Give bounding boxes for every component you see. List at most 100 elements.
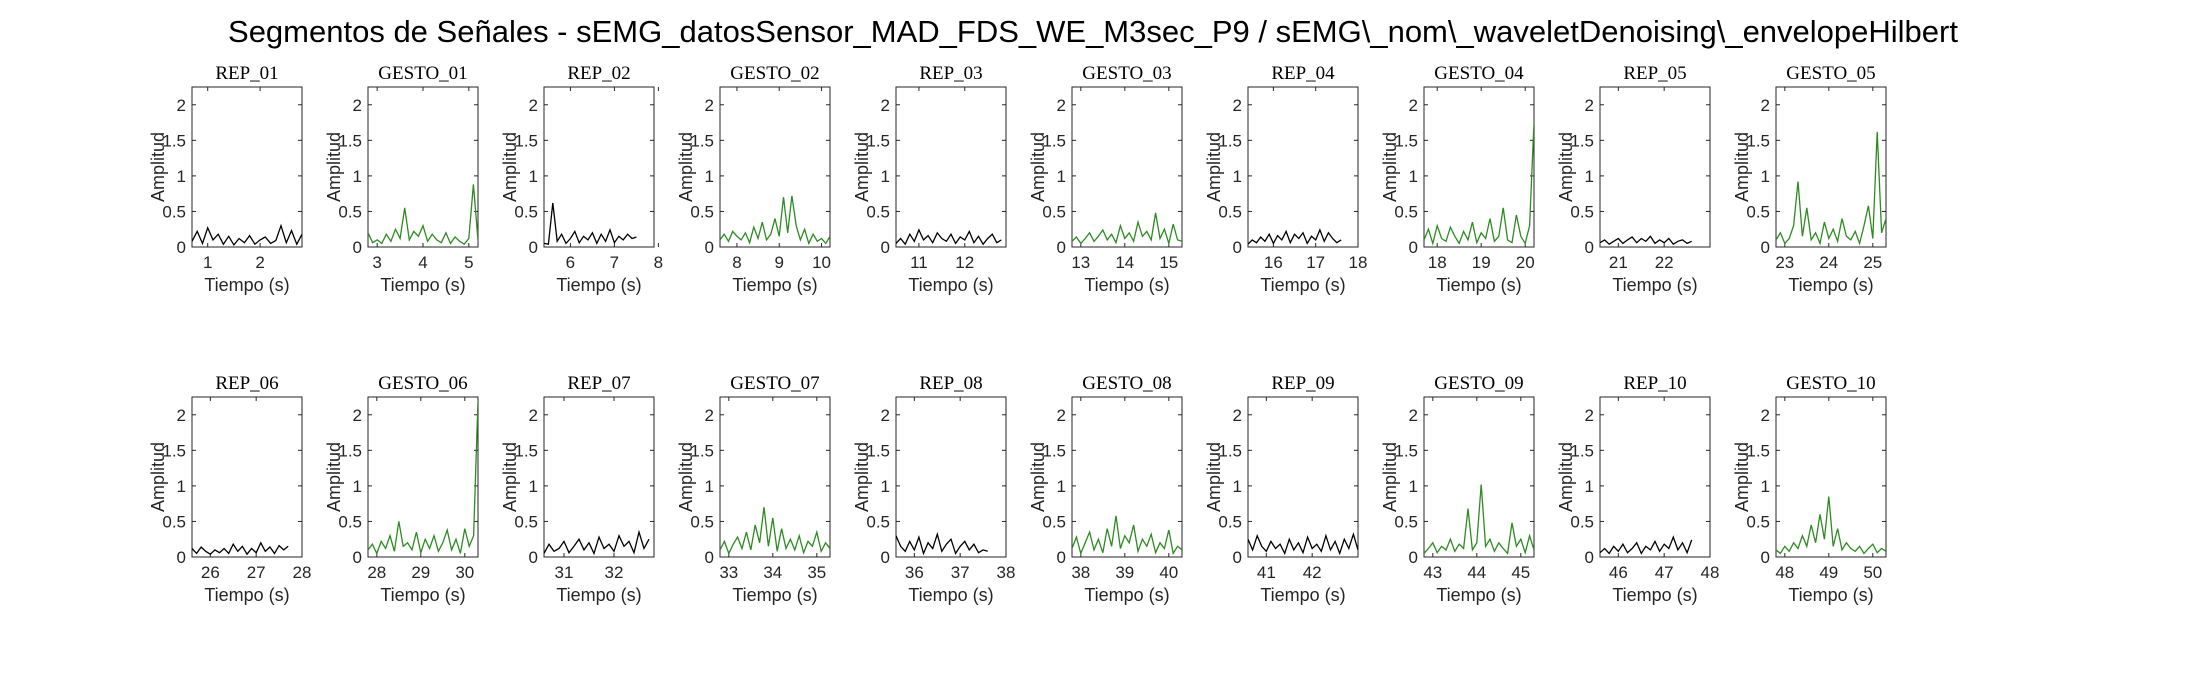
subplot-title: GESTO_09 bbox=[1434, 373, 1523, 394]
x-tick-label: 25 bbox=[1863, 253, 1882, 272]
series-line bbox=[896, 228, 1002, 246]
y-axis-label: Amplitud bbox=[324, 132, 344, 202]
subplot-gesto-10: 0 0.5 1 1.5 2 48 49 50 GESTO_10 Tiempo (s) Amplitu… bbox=[1732, 373, 1887, 605]
y-axis-label: Amplitud bbox=[148, 132, 168, 202]
x-tick-label: 14 bbox=[1115, 253, 1134, 272]
x-tick-label: 11 bbox=[910, 253, 928, 272]
x-tick-label: 46 bbox=[1609, 563, 1628, 582]
y-tick-label: 0 bbox=[1409, 548, 1418, 567]
plot-frame bbox=[1775, 396, 1887, 558]
x-axis-label: Tiempo (s) bbox=[380, 275, 465, 295]
x-tick-label: 7 bbox=[610, 253, 619, 272]
y-tick-label: 0 bbox=[1233, 238, 1242, 257]
subplot-rep-06: 0 0.5 1 1.5 2 26 27 28 REP_06 Tiempo (s) Amplitud bbox=[148, 373, 311, 605]
x-tick-label: 9 bbox=[774, 253, 783, 272]
x-tick-label: 26 bbox=[201, 563, 220, 582]
series-line bbox=[1776, 131, 1886, 246]
y-tick-label: 0 bbox=[529, 548, 538, 567]
y-axis-label: Amplitud bbox=[324, 442, 344, 512]
y-tick-label: 0.5 bbox=[514, 202, 538, 221]
y-tick-label: 0 bbox=[1761, 548, 1770, 567]
x-tick-label: 28 bbox=[293, 563, 312, 582]
y-tick-label: 1.5 bbox=[690, 131, 714, 150]
subplot-title: GESTO_01 bbox=[378, 63, 467, 84]
y-tick-label: 0.5 bbox=[162, 202, 186, 221]
y-tick-label: 1.5 bbox=[1042, 441, 1066, 460]
x-tick-label: 4 bbox=[418, 253, 427, 272]
y-axis-label: Amplitud bbox=[500, 132, 520, 202]
series-line bbox=[1776, 496, 1886, 555]
y-tick-label: 1.5 bbox=[1746, 441, 1770, 460]
y-axis-label: Amplitud bbox=[676, 132, 696, 202]
subplot-rep-08: 0 0.5 1 1.5 2 36 37 38 REP_08 Tiempo (s) Amplitud bbox=[852, 373, 1015, 605]
series-line bbox=[192, 541, 289, 556]
y-axis-label: Amplitud bbox=[1380, 442, 1400, 512]
subplot-gesto-01: 0 0.5 1 1.5 2 3 4 5 GESTO_01 Tiempo (s) Amplitud bbox=[324, 63, 479, 295]
x-tick-label: 23 bbox=[1775, 253, 1794, 272]
plot-frame bbox=[367, 86, 479, 248]
y-tick-label: 1.5 bbox=[1218, 131, 1242, 150]
subplot-title: GESTO_08 bbox=[1082, 373, 1171, 394]
subplot-gesto-07: 0 0.5 1 1.5 2 33 34 35 GESTO_07 Tiempo (s) Amplitu… bbox=[676, 373, 831, 605]
x-tick-label: 34 bbox=[763, 563, 782, 582]
x-tick-label: 32 bbox=[605, 563, 624, 582]
x-axis-label: Tiempo (s) bbox=[556, 585, 641, 605]
x-tick-label: 28 bbox=[367, 563, 386, 582]
y-tick-label: 1.5 bbox=[866, 441, 890, 460]
series-line bbox=[1072, 212, 1182, 246]
y-tick-label: 0.5 bbox=[338, 202, 362, 221]
y-tick-label: 2 bbox=[1057, 406, 1066, 425]
plot-frame bbox=[191, 396, 303, 558]
figure-title: Segmentos de Señales - sEMG_datosSensor_… bbox=[228, 14, 1958, 49]
y-tick-label: 2 bbox=[353, 406, 362, 425]
series-line bbox=[544, 529, 650, 556]
y-tick-label: 2 bbox=[881, 96, 890, 115]
y-tick-label: 1 bbox=[1233, 167, 1242, 186]
y-tick-label: 1 bbox=[529, 477, 538, 496]
subplot-title: REP_10 bbox=[1623, 373, 1686, 394]
y-tick-label: 0.5 bbox=[514, 512, 538, 531]
y-tick-label: 1 bbox=[353, 477, 362, 496]
x-tick-label: 6 bbox=[566, 253, 575, 272]
plot-frame bbox=[719, 86, 831, 248]
y-axis-label: Amplitud bbox=[852, 442, 872, 512]
y-tick-label: 1.5 bbox=[162, 441, 186, 460]
x-tick-label: 29 bbox=[411, 563, 430, 582]
plot-frame bbox=[1775, 86, 1887, 248]
y-tick-label: 0 bbox=[1585, 238, 1594, 257]
x-tick-label: 8 bbox=[732, 253, 741, 272]
series-line bbox=[1600, 535, 1693, 555]
plot-frame bbox=[895, 86, 1007, 248]
subplot-gesto-05: 0 0.5 1 1.5 2 23 24 25 GESTO_05 Tiempo (s) Amplitu… bbox=[1732, 63, 1887, 295]
y-axis-label: Amplitud bbox=[1556, 132, 1576, 202]
y-tick-label: 0.5 bbox=[1570, 202, 1594, 221]
x-tick-label: 1 bbox=[203, 253, 212, 272]
x-tick-label: 8 bbox=[654, 253, 663, 272]
x-tick-label: 24 bbox=[1819, 253, 1838, 272]
y-axis-label: Amplitud bbox=[1204, 442, 1224, 512]
x-axis-label: Tiempo (s) bbox=[1260, 275, 1345, 295]
y-tick-label: 2 bbox=[705, 96, 714, 115]
y-tick-label: 1 bbox=[881, 477, 890, 496]
y-tick-label: 0 bbox=[1233, 548, 1242, 567]
y-tick-label: 0 bbox=[1057, 548, 1066, 567]
x-tick-label: 15 bbox=[1159, 253, 1178, 272]
x-axis-label: Tiempo (s) bbox=[1436, 275, 1521, 295]
y-tick-label: 0.5 bbox=[1394, 202, 1418, 221]
plot-frame bbox=[1599, 86, 1711, 248]
series-line bbox=[896, 531, 988, 556]
x-tick-label: 38 bbox=[997, 563, 1016, 582]
y-tick-label: 2 bbox=[353, 96, 362, 115]
y-tick-label: 1.5 bbox=[866, 131, 890, 150]
subplot-gesto-08: 0 0.5 1 1.5 2 38 39 40 GESTO_08 Tiempo (s) Amplitu… bbox=[1028, 373, 1183, 605]
x-axis-label: Tiempo (s) bbox=[1084, 585, 1169, 605]
series-line bbox=[1072, 515, 1182, 556]
y-tick-label: 2 bbox=[177, 96, 186, 115]
y-tick-label: 0 bbox=[177, 548, 186, 567]
y-tick-label: 2 bbox=[1761, 96, 1770, 115]
y-tick-label: 0 bbox=[881, 238, 890, 257]
y-axis-label: Amplitud bbox=[676, 442, 696, 512]
x-tick-label: 42 bbox=[1303, 563, 1322, 582]
x-axis-label: Tiempo (s) bbox=[204, 585, 289, 605]
